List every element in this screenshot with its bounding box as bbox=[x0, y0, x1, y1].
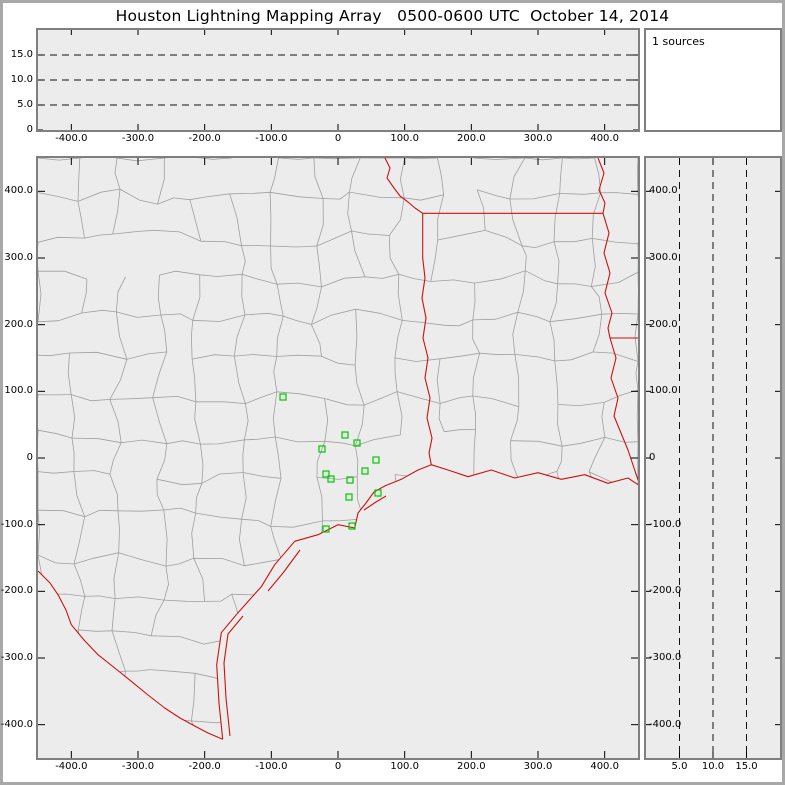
tick-label: 100.0 bbox=[649, 385, 678, 397]
tick-label: -300.0 bbox=[649, 652, 682, 663]
tick-label: 15.0 bbox=[10, 49, 33, 60]
station-marker bbox=[361, 467, 369, 475]
map-tick-marks bbox=[38, 158, 638, 758]
tick-label: -100.0 bbox=[255, 761, 288, 772]
tick-label: -100.0 bbox=[649, 518, 682, 530]
tick-label: -300.0 bbox=[121, 761, 155, 772]
station-marker bbox=[345, 493, 353, 501]
tick-label: 5.0 bbox=[671, 761, 688, 772]
tick-label: 300.0 bbox=[649, 252, 678, 263]
tick-label: 400.0 bbox=[649, 185, 678, 197]
sources-count-panel: 1 sources bbox=[644, 28, 782, 132]
tick-label: 200.0 bbox=[457, 133, 486, 144]
tick-label: 10.0 bbox=[701, 761, 725, 772]
station-marker bbox=[374, 489, 382, 497]
tick-label: 5.0 bbox=[17, 99, 33, 110]
tick-label: 0 bbox=[26, 124, 33, 135]
tick-label: -400.0 bbox=[55, 133, 88, 144]
tick-label: 100.0 bbox=[390, 761, 419, 772]
tick-label: -300.0 bbox=[0, 652, 33, 663]
tick-label: 10.0 bbox=[10, 74, 33, 85]
lma-station-markers bbox=[279, 393, 382, 533]
tick-label: 15.0 bbox=[735, 761, 758, 772]
map-panel bbox=[36, 156, 640, 760]
station-marker bbox=[279, 393, 287, 401]
tick-label: -100.0 bbox=[0, 518, 33, 530]
state-borders-and-coastline bbox=[38, 158, 638, 740]
tick-label: 400.0 bbox=[590, 133, 619, 144]
tick-label: -200.0 bbox=[188, 133, 221, 144]
altitude-ew-plot bbox=[38, 30, 638, 130]
tick-label: -400.0 bbox=[649, 718, 682, 730]
station-marker bbox=[348, 522, 356, 530]
tick-label: -100.0 bbox=[255, 133, 288, 144]
county-boundary-lines bbox=[38, 158, 638, 740]
station-marker bbox=[346, 476, 354, 484]
tick-label: 100.0 bbox=[4, 385, 33, 397]
tick-label: 0 bbox=[334, 761, 342, 772]
sources-count-label: 1 sources bbox=[652, 35, 705, 48]
tick-label: 200.0 bbox=[649, 318, 678, 330]
station-marker bbox=[372, 456, 380, 464]
altitude-ns-panel bbox=[644, 156, 782, 760]
tick-label: 300.0 bbox=[523, 133, 553, 144]
tick-label: -400.0 bbox=[0, 718, 33, 730]
tick-label: 100.0 bbox=[390, 133, 419, 144]
tick-label: 200.0 bbox=[457, 761, 486, 772]
tick-label: -200.0 bbox=[649, 585, 682, 597]
tick-label: 300.0 bbox=[523, 761, 553, 772]
figure-title: Houston Lightning Mapping Array 0500-060… bbox=[115, 7, 670, 25]
station-marker bbox=[318, 445, 326, 453]
altitude-ew-panel bbox=[36, 28, 640, 132]
station-marker bbox=[322, 525, 330, 533]
tick-label: -400.0 bbox=[55, 761, 88, 772]
tick-label: 400.0 bbox=[590, 761, 619, 772]
tick-label: -200.0 bbox=[0, 585, 33, 597]
station-marker bbox=[327, 475, 335, 483]
tick-label: 400.0 bbox=[4, 185, 33, 197]
tick-label: 0 bbox=[334, 133, 342, 144]
altitude-ns-plot bbox=[646, 158, 780, 758]
tick-label: 200.0 bbox=[4, 318, 33, 330]
station-marker bbox=[322, 470, 330, 478]
tick-label: 300.0 bbox=[4, 252, 33, 263]
tick-label: -200.0 bbox=[188, 761, 221, 772]
tick-label: 0 bbox=[26, 452, 33, 463]
station-marker bbox=[341, 431, 349, 439]
tick-label: 0 bbox=[649, 452, 656, 463]
map-plot bbox=[38, 158, 638, 758]
tick-label: -300.0 bbox=[121, 133, 155, 144]
station-marker bbox=[353, 439, 361, 447]
